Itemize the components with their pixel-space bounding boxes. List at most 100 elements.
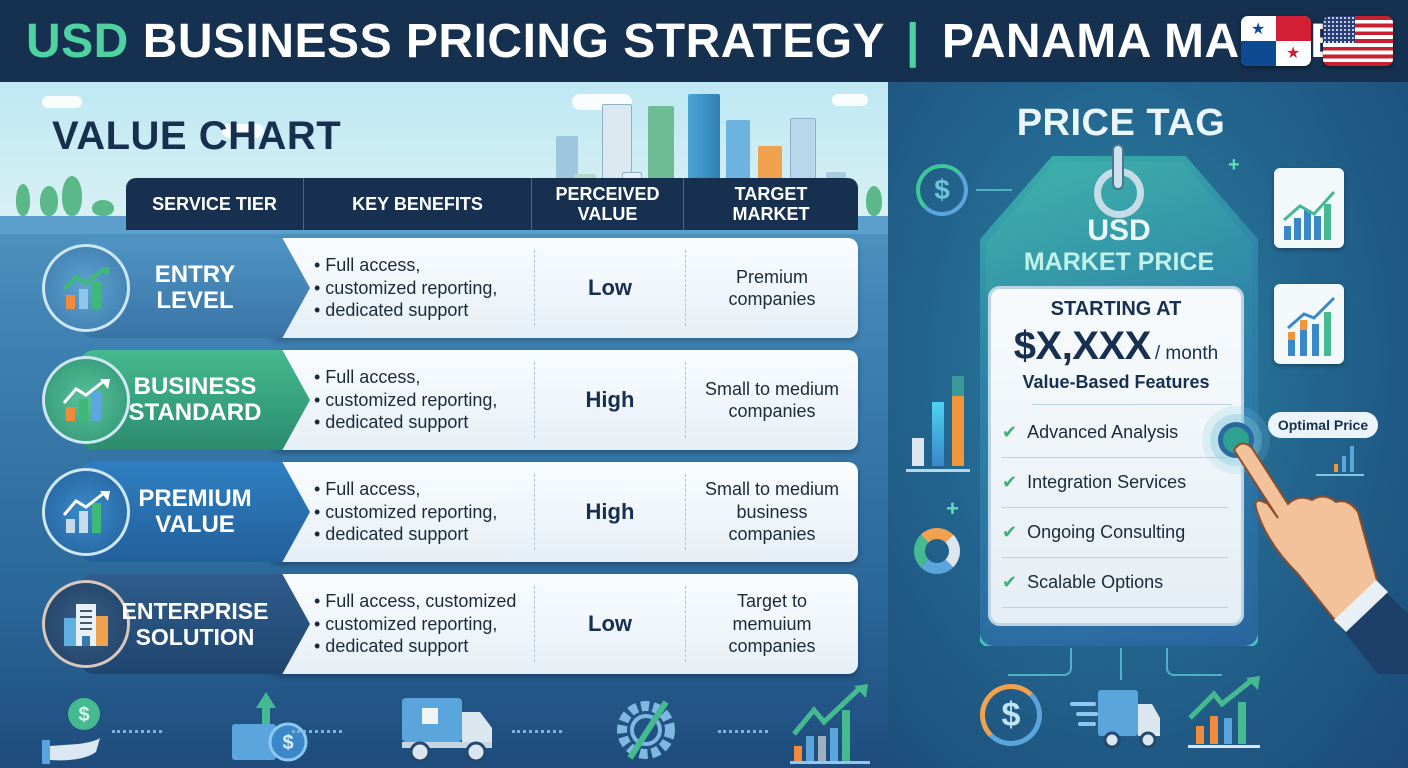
target-market: Small to medium business companies [686,462,858,562]
tier-label-line2: LEVEL [156,287,234,314]
benefit-item: • customized reporting, [314,501,498,522]
target-market: Target to memuium companies [686,574,858,674]
perceived-value: Low [588,611,632,636]
table-row-business-standard: BUSINESS STANDARD • Full access, • custo… [40,350,860,450]
pointing-hand-icon [1228,434,1408,674]
column-header-key-benefits: KEY BENEFITS [304,178,532,230]
target-market-line: Small to medium [704,378,840,399]
target-market: Small to medium companies [686,350,858,450]
optimal-price-callout: Optimal Price [1268,412,1378,438]
feature-item-integration-services: ✔ Integration Services [1002,458,1228,508]
key-benefits-list: • Full access, • customized reporting, •… [314,366,497,434]
target-market-line: memuium [732,613,812,634]
cloud-icon [222,124,264,138]
value-chart-title: VALUE CHART [52,114,342,158]
usa-flag-icon [1323,16,1393,66]
benefit-item: • dedicated support [314,636,469,656]
gear-pen-icon [610,692,680,762]
connector-line [976,189,1012,191]
dollar-circle-icon: $ [980,684,1042,746]
row-card [270,574,858,674]
tier-label-line2: VALUE [155,511,235,538]
price-tag-title: PRICE TAG [1016,102,1226,144]
title-separator: | [906,15,920,68]
tree-icon [16,184,30,216]
fast-truck-icon [1068,686,1164,750]
tag-string-icon [1112,144,1124,190]
target-market-line: companies [728,636,816,657]
check-icon: ✔ [1002,572,1018,592]
column-divider [534,586,686,662]
tag-currency-label: USD [1087,214,1151,247]
header-bar: USD BUSINESS PRICING STRATEGY | PANAMA M… [0,0,1408,82]
connector-line [1008,648,1072,676]
panama-flag-icon: ★ ★ [1241,16,1311,66]
benefit-item: • customized reporting, [314,389,498,410]
target-market-line: Small to medium [704,479,840,500]
perceived-value: High [585,499,635,524]
key-benefits-list: • Full access, customized • customized r… [314,590,516,658]
row-card [270,238,858,338]
tier-label-line1: PREMIUM [138,485,252,512]
sparkle-icon: + [946,496,959,521]
perceived-value: Low [588,275,632,300]
benefit-item: • dedicated support [314,412,469,432]
target-market-line: Target to [736,591,808,612]
target-market: Premium companies [686,238,858,338]
row-card [270,350,858,450]
column-divider [534,250,686,326]
starting-at-label: STARTING AT [1050,298,1182,320]
tree-icon [40,186,58,216]
tier-label-line2: STANDARD [128,399,262,426]
dollar-ring-icon: $ [916,164,968,216]
check-icon: ✔ [1002,422,1018,442]
benefit-item: • dedicated support [314,300,469,320]
sparkle-icon: + [1228,154,1240,176]
features-title: Value-Based Features [1022,372,1210,392]
svg-text:$: $ [282,732,293,754]
column-header-perceived-value: PERCEIVED VALUE [532,178,684,230]
benefit-item: • Full access, [314,255,421,275]
tier-label: ENTRY LEVEL [120,238,270,338]
benefit-item: • Full access, [314,479,421,499]
tag-market-price-label: MARKET PRICE [1023,248,1215,276]
delivery-truck-icon [400,694,496,764]
cloud-icon [832,94,868,106]
feature-item-ongoing-consulting: ✔ Ongoing Consulting [1002,508,1228,558]
tier-label-line1: ENTERPRISE [121,598,269,624]
target-market-line: companies [728,401,816,421]
report-chart-card-icon [1274,284,1344,364]
table-row-premium-value: PREMIUM VALUE • Full access, • customize… [40,462,860,562]
growth-chart-icon [42,356,130,444]
benefit-item: • Full access, customized [314,591,517,611]
column-header-target-market: TARGET MARKET [732,184,810,224]
connector-dots [292,730,342,733]
price-details-card: STARTING AT $X,XXX / month Value-Based Fe… [988,286,1244,626]
office-building-icon [42,580,130,668]
tree-icon [92,200,114,216]
key-benefits-list: • Full access, • customized reporting, •… [314,254,497,322]
feature-label: Advanced Analysis [1027,422,1179,442]
bar-chart-icon [906,352,970,472]
tree-icon [62,176,82,216]
tier-label: PREMIUM VALUE [120,462,270,562]
tier-label-line2: SOLUTION [135,624,255,650]
feature-label: Integration Services [1027,472,1187,492]
svg-text:$: $ [78,704,89,726]
check-icon: ✔ [1002,522,1018,542]
price-period: / month [1154,343,1219,364]
tier-label-line1: ENTRY [154,261,236,288]
tier-label-line1: BUSINESS [133,373,257,400]
target-market-line: companies [728,524,816,545]
column-divider [534,362,686,438]
feature-label: Scalable Options [1027,572,1164,592]
cloud-icon [42,96,82,108]
perceived-value: High [585,387,635,412]
tree-icon [866,186,882,216]
hand-dollar-icon: $ [38,694,108,764]
table-row-entry-level: ENTRY LEVEL • Full access, • customized … [40,238,860,338]
column-divider [534,474,686,550]
benefit-item: • customized reporting, [314,277,498,298]
donut-chart-icon [914,528,960,574]
